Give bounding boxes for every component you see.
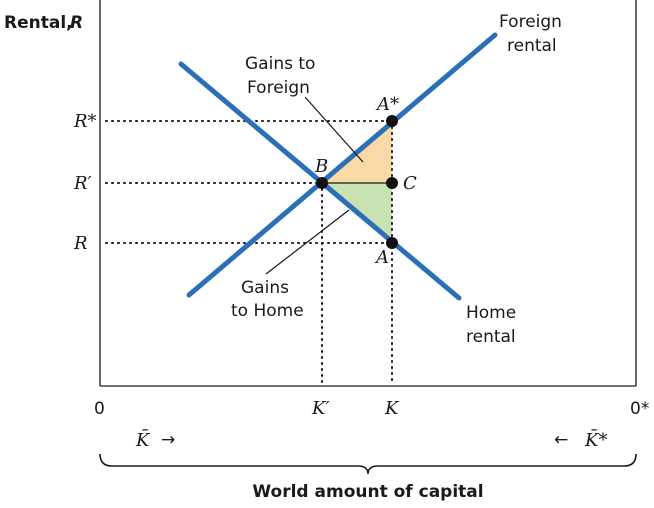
foreign-rental-label-line2: rental [507, 36, 557, 56]
y-axis-title-variable: R [70, 13, 83, 33]
tick-k: K [384, 398, 400, 419]
gains-foreign-line1: Gains to [245, 54, 315, 74]
arrow-right-icon: → [161, 430, 175, 450]
tick-origin-left: 0 [94, 399, 105, 419]
label-b: B [314, 156, 328, 177]
arrow-left-icon: ← [554, 430, 568, 450]
point-b [316, 177, 328, 189]
gains-home-leader [265, 209, 350, 275]
gains-home-line1: Gains [241, 278, 289, 298]
foreign-rental-label-line1: Foreign [499, 12, 562, 32]
label-a: A [374, 247, 389, 268]
foreign-rental-curve [186, 32, 498, 298]
label-a-star: A* [375, 94, 399, 115]
tick-r: R [73, 233, 88, 254]
y-axis-title: Rental, [4, 13, 73, 33]
k-bar-home-label: K̄ [135, 428, 151, 451]
gains-foreign-line2: Foreign [247, 78, 310, 98]
tick-r-star: R* [73, 111, 97, 132]
label-c: C [403, 173, 417, 194]
tick-origin-right: 0* [630, 399, 649, 419]
home-rental-label-line2: rental [466, 327, 516, 347]
world-capital-brace [99, 453, 637, 475]
world-capital-label: World amount of capital [252, 482, 483, 502]
tick-r-prime: R′ [73, 173, 92, 194]
gains-foreign-leader [304, 96, 364, 163]
gains-home-line2: to Home [231, 301, 304, 321]
home-rental-label-line1: Home [466, 303, 516, 323]
point-a-star [386, 115, 398, 127]
point-c [386, 177, 398, 189]
tick-k-prime: K′ [311, 398, 330, 419]
k-bar-foreign-label: K̄* [584, 428, 607, 451]
point-a [386, 237, 398, 249]
